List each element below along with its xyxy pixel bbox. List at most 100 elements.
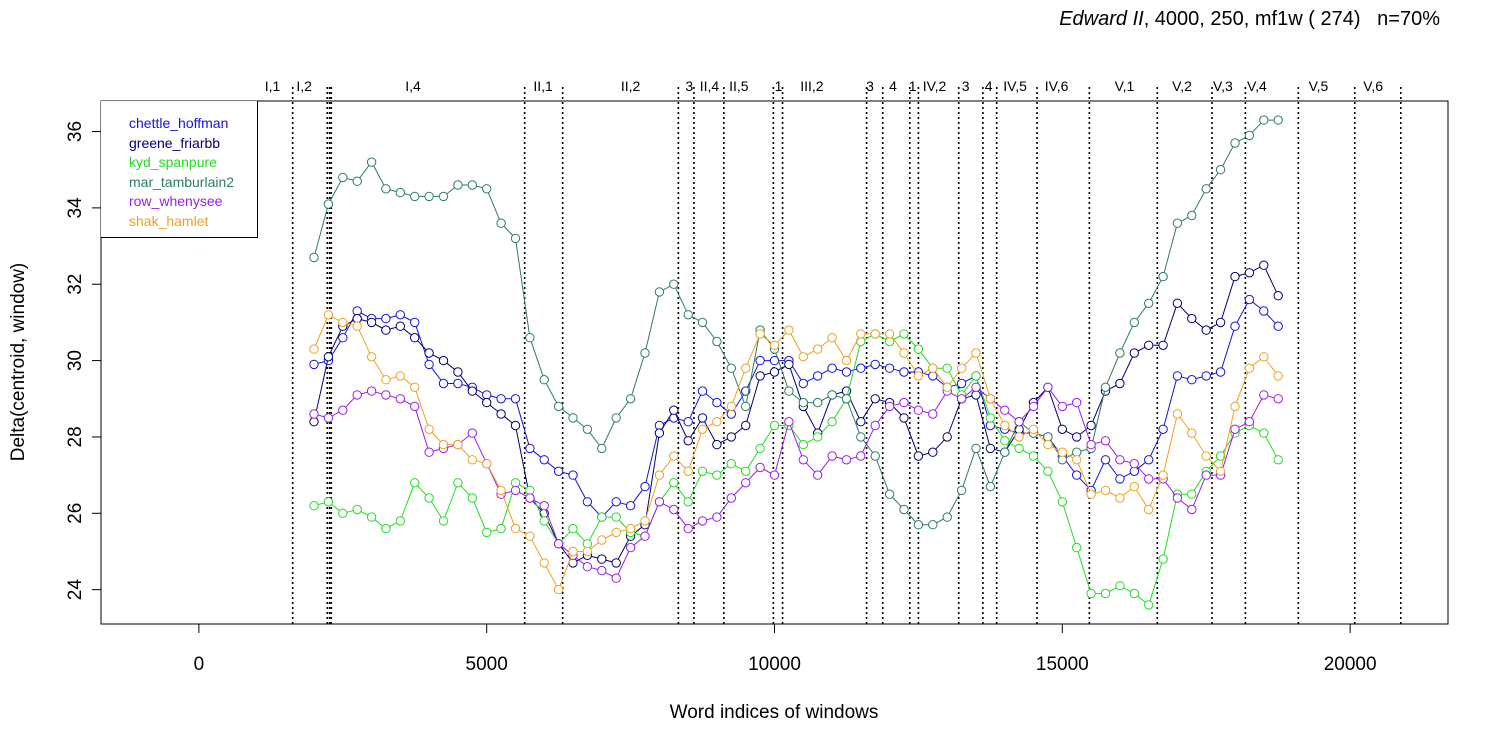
data-point — [1259, 306, 1269, 316]
data-point — [956, 485, 967, 496]
scene-divider-lines — [291, 87, 1402, 624]
data-point — [784, 386, 794, 396]
data-point — [625, 542, 636, 553]
data-point — [1043, 432, 1053, 442]
data-point — [510, 233, 521, 244]
data-point — [798, 397, 808, 408]
data-point — [1201, 184, 1211, 194]
data-point — [956, 378, 967, 389]
data-point — [1187, 313, 1197, 324]
data-point — [568, 523, 578, 534]
data-point — [813, 432, 823, 442]
data-point — [971, 371, 981, 381]
data-point — [1000, 436, 1010, 446]
data-point — [755, 443, 765, 454]
data-point — [467, 455, 477, 465]
data-point — [424, 493, 434, 503]
scene-label: V,6 — [1363, 78, 1383, 94]
data-point — [597, 554, 607, 564]
data-point — [1014, 417, 1024, 427]
legend-label-kyd-spanpure: kyd_spanpure — [129, 154, 217, 170]
data-point — [726, 432, 736, 442]
data-point — [424, 359, 434, 370]
data-point — [813, 397, 823, 408]
data-point — [1144, 474, 1154, 484]
data-point — [338, 333, 348, 343]
data-point — [1244, 268, 1255, 278]
data-point — [870, 451, 880, 461]
data-point — [798, 352, 808, 362]
series-shak-hamlet — [309, 310, 1283, 595]
data-point — [856, 363, 866, 373]
data-point — [482, 184, 492, 194]
chart-title: Edward II, 4000, 250, mf1w ( 274) n=70% — [1059, 8, 1440, 31]
data-point — [1172, 493, 1183, 503]
data-point — [381, 184, 391, 194]
data-point — [741, 401, 751, 412]
data-point — [625, 501, 636, 511]
y-axis-label: Delta(centroid, window) — [8, 263, 29, 462]
title-work: Edward II — [1059, 8, 1144, 30]
data-point — [582, 497, 593, 507]
data-point — [1043, 466, 1053, 476]
data-point — [1230, 424, 1240, 434]
y-tick-label: 32 — [65, 274, 86, 295]
data-point — [1057, 424, 1068, 434]
data-point — [712, 512, 722, 522]
data-point — [597, 512, 607, 522]
data-point — [467, 493, 477, 503]
legend-item: chettle_hoffman — [129, 115, 228, 131]
data-point — [971, 348, 981, 358]
data-point — [525, 443, 535, 454]
data-point — [827, 333, 837, 343]
data-point — [352, 321, 362, 331]
data-point — [1014, 432, 1024, 442]
data-point — [1187, 428, 1197, 438]
data-point — [1100, 588, 1111, 599]
data-point — [1144, 340, 1154, 350]
data-point — [1259, 390, 1269, 400]
data-point — [482, 397, 492, 408]
data-point — [1144, 455, 1154, 465]
data-point — [928, 520, 938, 530]
x-tick-label: 0 — [194, 654, 205, 675]
data-point — [1215, 451, 1226, 461]
scene-label: V,1 — [1115, 78, 1135, 94]
data-point — [654, 287, 665, 297]
data-point — [726, 459, 736, 469]
data-point — [856, 432, 866, 442]
data-point — [683, 436, 693, 446]
data-point — [813, 371, 823, 381]
data-point — [1000, 405, 1010, 415]
data-point — [1158, 340, 1168, 350]
data-point — [323, 497, 334, 507]
data-point — [683, 497, 693, 507]
data-point — [568, 413, 578, 423]
legend-label-chettle-hoffman: chettle_hoffman — [129, 115, 229, 131]
data-point — [640, 531, 650, 541]
data-point — [1187, 375, 1197, 385]
data-point — [553, 466, 564, 476]
data-point — [597, 443, 607, 454]
data-point — [1230, 321, 1240, 331]
data-point — [827, 417, 837, 427]
data-point — [712, 417, 722, 427]
data-point — [1115, 581, 1125, 591]
data-point — [1000, 447, 1010, 457]
data-point — [395, 516, 405, 526]
legend-item: greene_friarbb — [129, 135, 220, 151]
data-point — [482, 459, 492, 469]
data-point — [856, 417, 866, 427]
data-point — [496, 394, 506, 404]
data-point — [611, 497, 621, 507]
data-point — [841, 394, 852, 404]
data-point — [769, 420, 780, 431]
data-point — [352, 390, 362, 400]
data-point — [1244, 130, 1255, 141]
scene-label: V,5 — [1309, 78, 1329, 94]
data-point — [870, 329, 880, 339]
data-point — [1000, 420, 1010, 431]
data-point — [884, 401, 895, 412]
data-point — [827, 390, 837, 400]
data-point — [582, 562, 593, 572]
